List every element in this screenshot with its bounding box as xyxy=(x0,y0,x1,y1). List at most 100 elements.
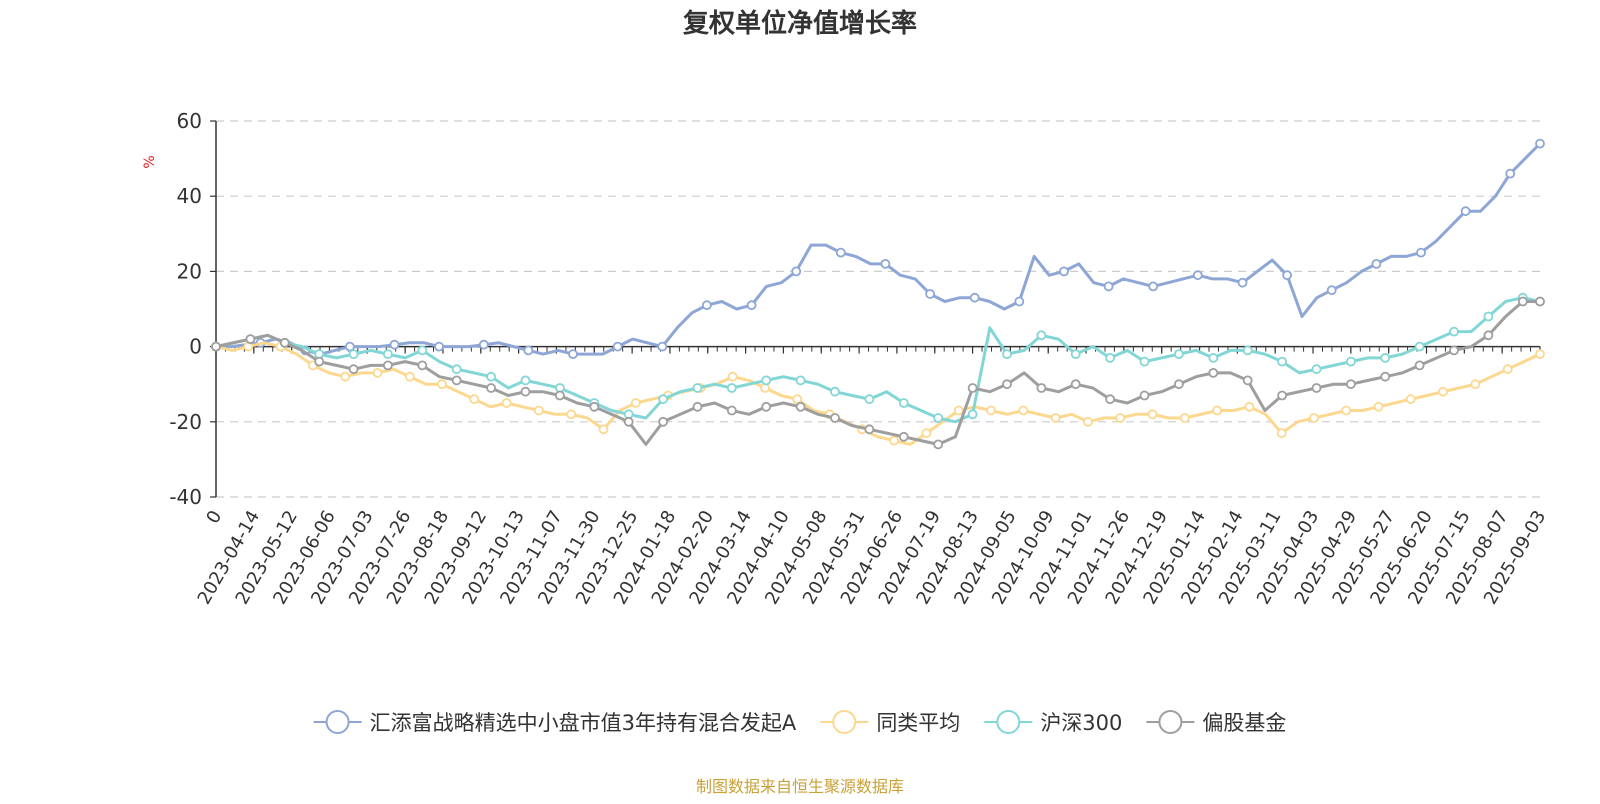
data-point[interactable] xyxy=(404,371,415,382)
data-point[interactable] xyxy=(1174,349,1184,360)
data-point[interactable] xyxy=(1237,277,1248,288)
data-point[interactable] xyxy=(486,371,497,382)
data-point[interactable] xyxy=(589,401,600,412)
data-point[interactable] xyxy=(969,292,980,303)
data-point[interactable] xyxy=(1139,390,1150,401)
data-point[interactable] xyxy=(1192,270,1203,281)
data-point[interactable] xyxy=(1449,326,1459,337)
data-point[interactable] xyxy=(630,398,641,408)
data-point[interactable] xyxy=(1139,356,1150,367)
data-point[interactable] xyxy=(746,300,757,311)
data-point[interactable] xyxy=(1277,390,1287,401)
data-point[interactable] xyxy=(761,375,772,386)
data-point[interactable] xyxy=(898,431,909,442)
data-point[interactable] xyxy=(1050,413,1061,423)
data-point[interactable] xyxy=(1535,138,1545,149)
data-point[interactable] xyxy=(1212,405,1222,416)
data-point[interactable] xyxy=(434,341,445,352)
data-point[interactable] xyxy=(898,398,909,408)
data-point[interactable] xyxy=(566,409,577,420)
data-point[interactable] xyxy=(864,424,875,435)
data-point[interactable] xyxy=(501,398,512,408)
data-point[interactable] xyxy=(1311,364,1322,375)
data-point[interactable] xyxy=(534,405,544,416)
data-point[interactable] xyxy=(1036,383,1047,393)
data-point[interactable] xyxy=(761,401,772,412)
data-point[interactable] xyxy=(623,416,634,427)
data-point[interactable] xyxy=(1148,281,1159,292)
data-point[interactable] xyxy=(555,390,565,401)
data-point[interactable] xyxy=(1535,349,1545,360)
data-point[interactable] xyxy=(469,394,480,405)
data-point[interactable] xyxy=(692,401,703,412)
data-point[interactable] xyxy=(382,360,393,371)
data-point[interactable] xyxy=(953,405,964,416)
data-point[interactable] xyxy=(967,383,978,393)
data-point[interactable] xyxy=(344,341,355,352)
data-point[interactable] xyxy=(1438,386,1448,397)
data-point[interactable] xyxy=(1414,360,1425,371)
data-point[interactable] xyxy=(486,383,497,393)
data-point[interactable] xyxy=(880,258,891,269)
data-point[interactable] xyxy=(835,247,846,258)
data-point[interactable] xyxy=(967,409,978,420)
data-point[interactable] xyxy=(1505,168,1516,179)
legend-item[interactable]: 沪深300 xyxy=(984,710,1122,735)
data-point[interactable] xyxy=(830,386,840,397)
data-point[interactable] xyxy=(933,413,944,423)
data-point[interactable] xyxy=(795,375,806,386)
data-point[interactable] xyxy=(389,339,400,350)
data-point[interactable] xyxy=(727,371,738,382)
data-point[interactable] xyxy=(568,349,578,360)
data-point[interactable] xyxy=(211,341,221,352)
data-point[interactable] xyxy=(1105,394,1115,405)
data-point[interactable] xyxy=(1242,375,1253,386)
data-point[interactable] xyxy=(1244,401,1255,412)
data-point[interactable] xyxy=(925,289,935,299)
data-point[interactable] xyxy=(1483,330,1494,341)
data-point[interactable] xyxy=(1174,379,1184,390)
data-point[interactable] xyxy=(1036,330,1047,341)
data-point[interactable] xyxy=(795,401,806,412)
data-point[interactable] xyxy=(1282,270,1292,281)
data-point[interactable] xyxy=(612,341,623,352)
data-point[interactable] xyxy=(437,379,447,390)
data-point[interactable] xyxy=(889,435,899,446)
data-point[interactable] xyxy=(791,266,802,277)
data-point[interactable] xyxy=(340,371,351,382)
data-point[interactable] xyxy=(1070,349,1081,360)
data-point[interactable] xyxy=(760,383,770,393)
data-point[interactable] xyxy=(1470,379,1481,390)
data-point[interactable] xyxy=(658,394,668,405)
data-point[interactable] xyxy=(478,339,489,350)
data-point[interactable] xyxy=(726,405,737,416)
data-point[interactable] xyxy=(830,413,840,423)
data-point[interactable] xyxy=(1115,413,1126,423)
data-point[interactable] xyxy=(1208,367,1219,378)
data-point[interactable] xyxy=(702,300,712,311)
data-point[interactable] xyxy=(279,337,290,348)
data-point[interactable] xyxy=(1483,311,1494,322)
data-point[interactable] xyxy=(1373,401,1384,412)
data-point[interactable] xyxy=(1208,352,1219,363)
legend-item[interactable]: 同类平均 xyxy=(820,710,960,735)
data-point[interactable] xyxy=(658,416,668,427)
data-point[interactable] xyxy=(245,334,256,345)
data-point[interactable] xyxy=(598,424,609,435)
data-point[interactable] xyxy=(520,375,531,386)
legend-item[interactable]: 偏股基金 xyxy=(1146,710,1286,735)
data-point[interactable] xyxy=(933,439,944,450)
data-point[interactable] xyxy=(451,375,462,386)
data-point[interactable] xyxy=(1341,405,1352,416)
data-point[interactable] xyxy=(657,341,668,352)
data-point[interactable] xyxy=(1346,379,1356,390)
data-point[interactable] xyxy=(1309,413,1319,423)
data-point[interactable] xyxy=(1380,371,1391,382)
data-point[interactable] xyxy=(692,383,703,393)
data-point[interactable] xyxy=(417,345,428,356)
data-point[interactable] xyxy=(382,349,393,360)
data-point[interactable] xyxy=(986,405,996,416)
data-point[interactable] xyxy=(864,394,875,405)
data-point[interactable] xyxy=(1070,379,1081,390)
data-point[interactable] xyxy=(1460,206,1471,217)
